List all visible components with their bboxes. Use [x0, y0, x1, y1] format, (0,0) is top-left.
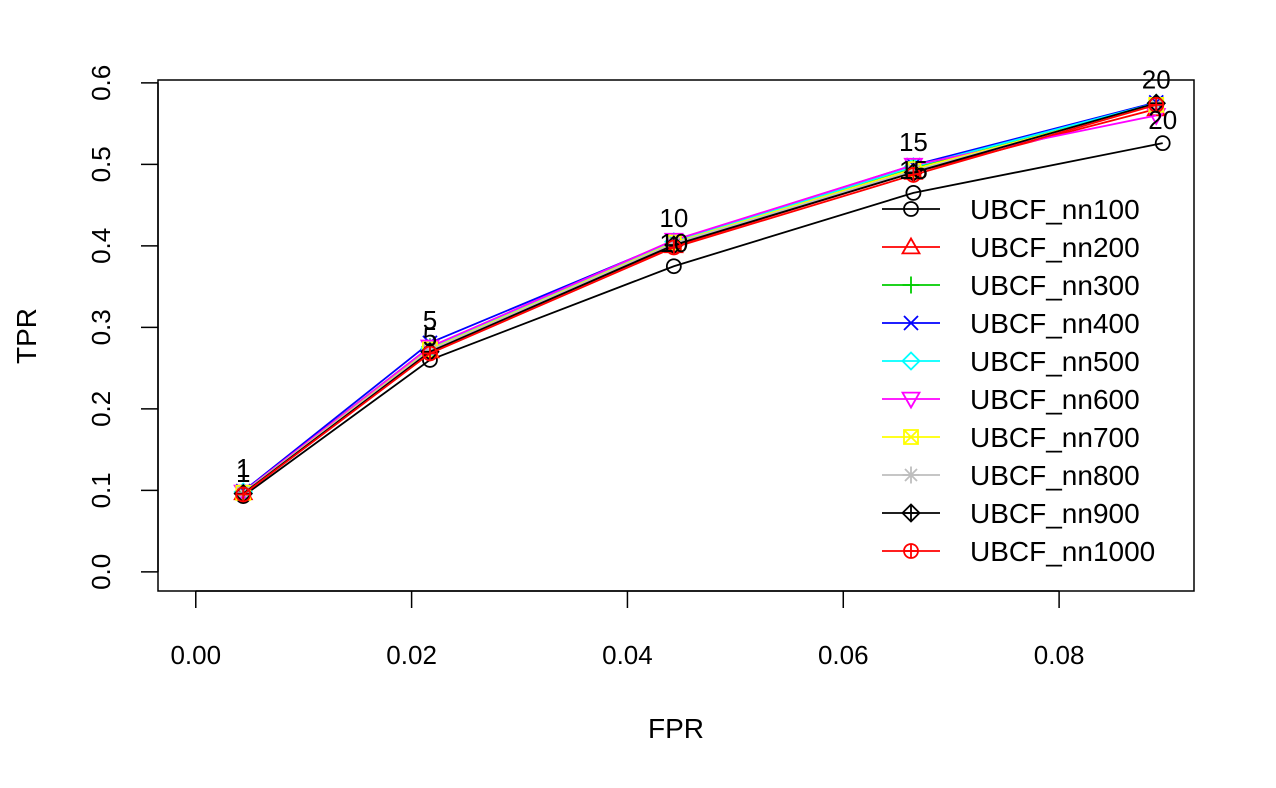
legend-item: UBCF_nn700	[882, 422, 1140, 453]
x-axis: 0.00 0.02 0.04 0.06 0.08	[170, 590, 1085, 670]
legend-marker	[902, 466, 920, 484]
legend-label: UBCF_nn900	[970, 498, 1140, 529]
point-label: 1	[236, 458, 250, 488]
data-point-marker	[665, 239, 682, 256]
legend-marker	[900, 236, 922, 255]
point-label: 20	[1148, 105, 1177, 135]
legend-label: UBCF_nn700	[970, 422, 1140, 453]
x-axis-title: FPR	[648, 713, 704, 744]
legend-label: UBCF_nn200	[970, 232, 1140, 263]
legend-marker	[903, 429, 919, 445]
legend-label: UBCF_nn400	[970, 308, 1140, 339]
y-tick-label: 0.0	[86, 554, 116, 590]
data-point-marker	[422, 345, 438, 362]
point-label: 15	[899, 127, 928, 157]
legend-item: UBCF_nn900	[882, 498, 1140, 529]
legend-marker	[903, 543, 919, 559]
point-label: 20	[1142, 64, 1171, 94]
legend-marker	[901, 503, 921, 523]
series-lines	[233, 93, 1171, 504]
y-tick-label: 0.2	[86, 391, 116, 427]
series-UBCF_nn1000	[235, 96, 1165, 503]
legend-item: UBCF_nn300	[882, 270, 1140, 301]
point-label: 15	[899, 155, 928, 185]
point-label: 10	[659, 203, 688, 233]
legend: UBCF_nn100 UBCF_nn200 UBCF_nn300 UBCF_nn400…	[882, 194, 1155, 567]
y-tick-label: 0.6	[86, 65, 116, 101]
point-label: 5	[423, 305, 437, 335]
x-tick-label: 0.08	[1034, 640, 1085, 670]
legend-item: UBCF_nn800	[882, 460, 1140, 491]
y-tick-label: 0.3	[86, 309, 116, 345]
legend-marker	[900, 391, 922, 410]
legend-marker	[901, 351, 921, 371]
legend-item: UBCF_nn600	[882, 384, 1140, 415]
data-point-marker	[235, 486, 252, 503]
legend-label: UBCF_nn600	[970, 384, 1140, 415]
legend-marker	[903, 201, 919, 217]
legend-item: UBCF_nn500	[882, 346, 1140, 377]
data-point-marker	[1148, 96, 1165, 113]
legend-label: UBCF_nn1000	[970, 536, 1155, 567]
legend-label: UBCF_nn300	[970, 270, 1140, 301]
point-label: 10	[659, 228, 688, 258]
x-tick-label: 0.02	[386, 640, 437, 670]
legend-item: UBCF_nn200	[882, 232, 1140, 263]
data-point-marker	[905, 167, 922, 183]
y-tick-label: 0.4	[86, 228, 116, 264]
data-point-marker	[1154, 135, 1171, 152]
y-tick-label: 0.1	[86, 472, 116, 508]
legend-label: UBCF_nn500	[970, 346, 1140, 377]
legend-item: UBCF_nn100	[882, 194, 1140, 225]
data-point-marker	[665, 258, 682, 275]
legend-marker	[903, 315, 919, 331]
legend-label: UBCF_nn100	[970, 194, 1140, 225]
data-point-marker	[905, 184, 922, 201]
point-label: 1	[236, 453, 250, 483]
legend-marker	[902, 276, 920, 294]
legend-item: UBCF_nn1000	[882, 536, 1155, 567]
x-tick-label: 0.00	[170, 640, 221, 670]
legend-label: UBCF_nn800	[970, 460, 1140, 491]
x-tick-label: 0.06	[818, 640, 869, 670]
y-axis-title: TPR	[11, 308, 42, 364]
series-line	[242, 142, 1163, 497]
y-tick-label: 0.5	[86, 146, 116, 182]
point-label: 5	[423, 322, 437, 352]
x-tick-label: 0.04	[602, 640, 653, 670]
y-axis: 0.0 0.1 0.2 0.3 0.4 0.5 0.6	[86, 65, 159, 590]
legend-item: UBCF_nn400	[882, 308, 1140, 339]
